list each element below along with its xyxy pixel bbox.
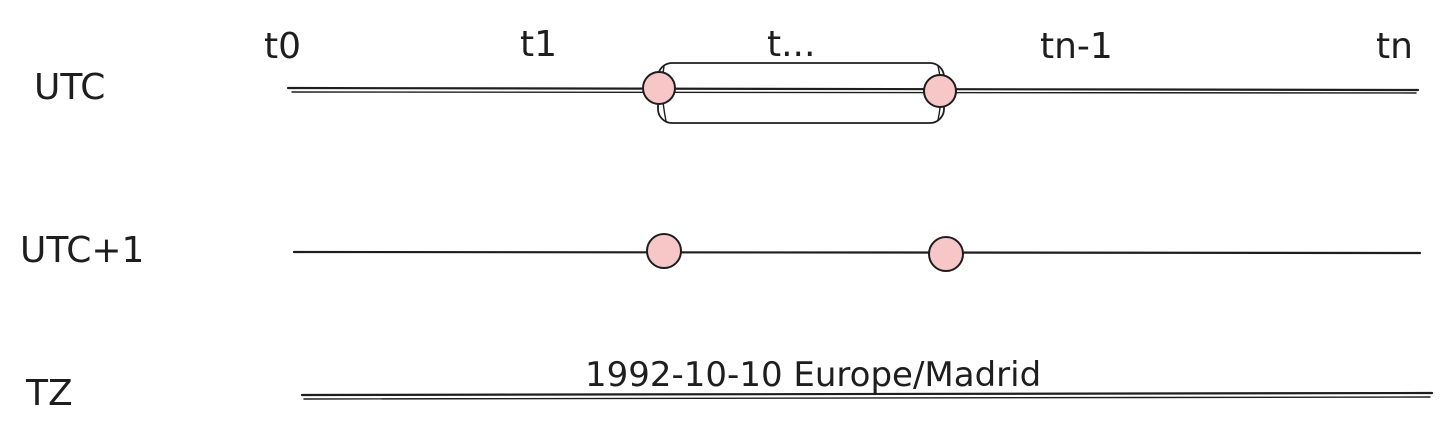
utc-event-end (923, 74, 957, 108)
timeline-tz (300, 391, 1434, 400)
row-label-tz: TZ (25, 373, 73, 414)
row-label-utc: UTC (34, 67, 105, 108)
timeline-utc (286, 86, 1420, 94)
utc-event-start (642, 71, 676, 105)
utc1-event-start (646, 233, 682, 269)
row-label-utc-plus-1: UTC+1 (20, 230, 144, 271)
tz-caption: 1992-10-10 Europe/Madrid (585, 355, 1041, 395)
timeline-utc-plus-1 (292, 250, 1422, 255)
tick-label-tn-1: tn-1 (1040, 26, 1113, 67)
tick-label-t1: t1 (520, 24, 557, 65)
tick-label-t0: t0 (264, 26, 301, 67)
utc1-event-end (928, 236, 964, 272)
tick-label-t-ellipsis: t... (767, 24, 815, 65)
tick-label-tn: tn (1376, 26, 1413, 67)
